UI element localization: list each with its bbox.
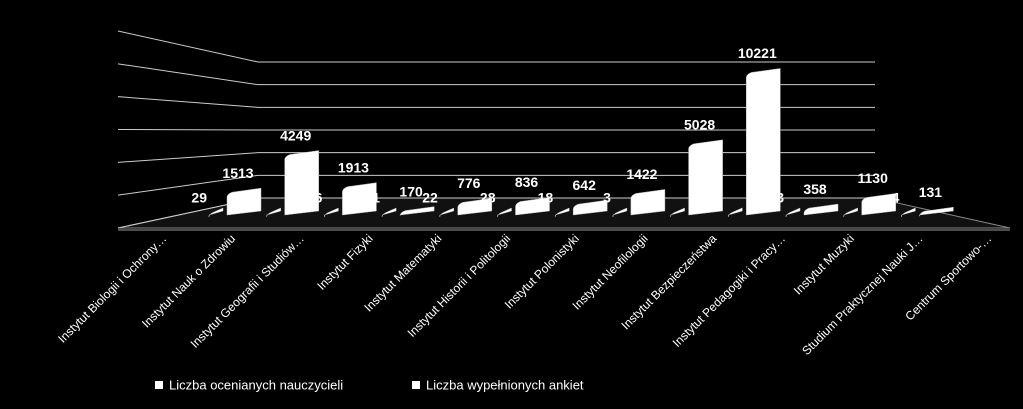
bar (612, 207, 628, 218)
legend-label: Liczba ocenianych nauczycieli (169, 377, 343, 392)
value-label: 1 (372, 190, 380, 206)
x-tick-label: Instytut Muzyki (791, 231, 857, 297)
bar (861, 193, 896, 216)
legend-swatch (412, 381, 420, 389)
bar (630, 189, 666, 216)
bar (785, 207, 801, 218)
value-label: 6 (315, 190, 323, 206)
x-tick-label: Instytut Biologii i Ochrony… (55, 231, 169, 345)
x-tick-label: Studium Praktycznej Nauki J… (799, 231, 925, 357)
value-label: 10221 (738, 45, 777, 61)
legend-swatch (155, 381, 163, 389)
bar (728, 207, 743, 217)
x-tick-label: Instytut Polonistyki (502, 231, 582, 311)
bar (554, 207, 570, 218)
value-label: 358 (803, 181, 827, 197)
bar (226, 187, 262, 216)
bar (688, 139, 723, 216)
bar (266, 207, 281, 218)
value-label: 1513 (222, 165, 253, 181)
value-label: 1130 (858, 170, 889, 186)
value-label: 18 (538, 190, 554, 206)
x-tick-label: Instytut Neofilologii (569, 231, 650, 312)
x-tick-label: Instytut Fizyki (314, 231, 375, 292)
value-label: 1422 (626, 166, 657, 182)
grid-line (117, 96, 875, 108)
value-label: 29 (191, 190, 207, 206)
value-label: 23 (768, 190, 784, 206)
bar (381, 207, 397, 218)
value-label: 642 (573, 177, 597, 193)
value-label: 5028 (684, 117, 715, 133)
grid-line (117, 174, 875, 196)
bar (843, 207, 858, 218)
bar (670, 207, 685, 218)
bar (284, 150, 319, 216)
bar (439, 207, 455, 218)
bar (901, 207, 916, 218)
bar (572, 199, 608, 216)
value-label: 4 (892, 190, 900, 206)
value-label: 3 (603, 190, 611, 206)
value-label: 1913 (338, 159, 369, 175)
value-label: 131 (919, 184, 943, 200)
value-label: 4249 (280, 127, 311, 143)
value-label: 776 (457, 175, 481, 191)
bar (324, 207, 339, 218)
bar (399, 206, 435, 216)
value-label: 22 (422, 190, 438, 206)
bar (208, 207, 224, 218)
bar (497, 207, 512, 218)
bar (803, 203, 839, 216)
bar (746, 68, 781, 216)
x-tick-label: Instytut Geografii i Studiów… (188, 231, 307, 350)
value-label: 170 (399, 183, 423, 199)
grid-line (117, 129, 875, 131)
grid-line (117, 30, 875, 63)
bar (515, 197, 550, 216)
x-tick-label: Instytut Pedagogiki i Pracy… (670, 231, 788, 349)
grid-line (117, 152, 875, 163)
bar (919, 206, 954, 217)
legend-label: Liczba wypełnionych ankiet (426, 377, 584, 392)
value-label: 836 (515, 174, 539, 190)
value-label: 28 (480, 190, 496, 206)
bar (342, 182, 377, 216)
grid-line (117, 63, 875, 86)
bar (457, 198, 493, 216)
